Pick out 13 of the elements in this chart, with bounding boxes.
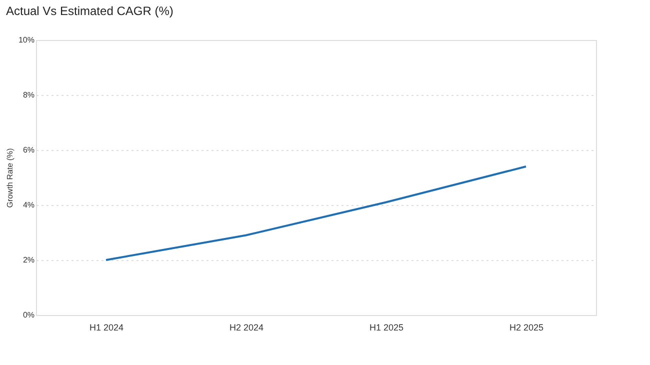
x-tick-label: H1 2024 bbox=[89, 322, 124, 332]
y-tick-label: 0% bbox=[22, 310, 34, 320]
y-tick-label: 10% bbox=[18, 36, 34, 44]
x-tick-label: H2 2024 bbox=[229, 322, 264, 332]
x-tick-label: H1 2025 bbox=[369, 322, 404, 332]
y-tick-label: 2% bbox=[22, 256, 34, 264]
y-tick-label: 8% bbox=[22, 90, 34, 100]
y-tick-label: 4% bbox=[22, 200, 34, 210]
x-tick-label: H2 2025 bbox=[509, 322, 544, 332]
y-tick-label: 6% bbox=[22, 146, 34, 154]
chart-title: Actual Vs Estimated CAGR (%) bbox=[6, 4, 174, 18]
y-axis-title: Growth Rate (%) bbox=[5, 148, 14, 208]
line-series bbox=[105, 166, 527, 261]
